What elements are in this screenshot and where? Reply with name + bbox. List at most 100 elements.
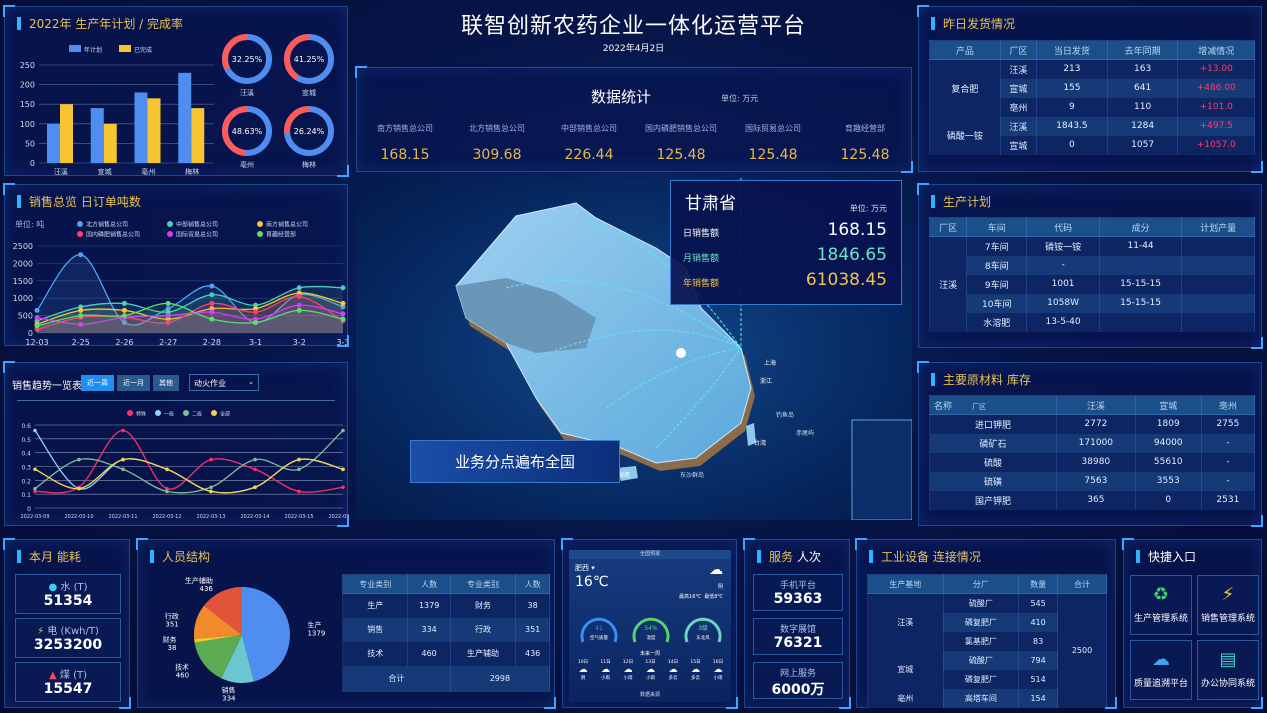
table-cell: 磷复肥厂 xyxy=(942,612,1020,632)
data-point xyxy=(165,306,171,312)
gauge-label: 东北风 xyxy=(696,634,710,641)
table-cell xyxy=(1181,255,1255,275)
forecast-day: 11日 ☁ 小雨 xyxy=(596,659,616,681)
quick-link-0[interactable]: ♻ 生产管理系统 xyxy=(1130,575,1192,635)
production-title: 生产计划 xyxy=(943,195,992,209)
x-tick-label: 2022-03-09 xyxy=(20,514,49,520)
legend-marker xyxy=(77,221,83,227)
data-point xyxy=(165,309,171,315)
column-header: 数量 xyxy=(1018,574,1059,594)
table-row: 亳州 9 110 +101.0 xyxy=(930,97,1255,117)
pie-label-name: 技术 xyxy=(175,663,189,672)
btn-week[interactable]: 近一周 xyxy=(81,375,114,391)
x-tick-label: 3-2 xyxy=(293,338,306,347)
x-tick-label: 宣城 xyxy=(98,167,112,175)
column-header: 亳州 xyxy=(1200,395,1256,415)
data-point xyxy=(341,467,345,472)
panel-title: 生产计划 xyxy=(931,193,991,210)
table-cell: 154 xyxy=(1018,688,1059,708)
weather-condition: 阴 xyxy=(717,584,723,590)
table-cell: 销售 xyxy=(341,617,409,642)
sales-panel: 销售总览 日订单吨数 单位: 吨 0 500 1000 1500 2000 2500 12-… xyxy=(3,183,349,347)
table-cell: 1058W xyxy=(1026,293,1100,313)
btn-month[interactable]: 近一月 xyxy=(117,375,150,391)
bar-年计划 xyxy=(90,108,104,163)
table-cell: 氯基肥厂 xyxy=(942,631,1020,651)
table-cell: 2998 xyxy=(449,665,551,692)
forecast-date: 12日 xyxy=(622,660,634,665)
donut-label: 亳州 xyxy=(240,160,254,169)
x-tick-label: 梅林 xyxy=(185,167,199,175)
y-tick-label: 0 xyxy=(27,506,31,513)
data-point xyxy=(297,467,301,472)
forecast-cond: 小雨 xyxy=(646,676,655,681)
table-row: 磷复肥厂 514 xyxy=(868,669,1107,689)
location-select[interactable]: 肥西 ▾ xyxy=(575,564,595,572)
column-header: 厂区 xyxy=(999,40,1038,60)
table-cell: 汪溪 xyxy=(928,236,968,332)
y-tick-label: 1500 xyxy=(13,277,33,286)
cloud-icon: ☁ xyxy=(691,665,700,675)
page-date: 2022年4月2日 xyxy=(602,44,665,54)
pie-slice-行政 xyxy=(194,605,242,639)
service-title-a: 服务 xyxy=(769,550,794,564)
quick-link-1[interactable]: ⚡ 销售管理系统 xyxy=(1197,575,1259,635)
type-select[interactable]: 动火作业 ⌄ xyxy=(189,374,259,391)
table-cell: +13.00 xyxy=(1177,59,1255,79)
table-row: 硫酸 38980 55610- xyxy=(929,452,1256,472)
series-area xyxy=(37,254,343,333)
map-area[interactable]: 上海 浙江 台湾 海南 钓鱼岛 赤尾屿 东沙群岛 业务分点遍布全国 甘肃省 单位… xyxy=(356,178,912,520)
data-point xyxy=(253,320,259,326)
table-cell: 汪溪 xyxy=(999,59,1038,79)
table-cell: 1379 xyxy=(407,593,451,618)
y-tick-label: 500 xyxy=(18,312,33,321)
data-point xyxy=(253,485,257,490)
forecast-day: 12日 ☁ 小雨 xyxy=(618,659,638,681)
table-cell xyxy=(1181,274,1255,294)
forecast-cond: 阴 xyxy=(580,676,586,681)
temperature: 16℃ xyxy=(575,574,609,590)
table-cell: 磷矿石 xyxy=(929,433,1057,453)
forecast-cond: 小雨 xyxy=(623,676,633,681)
quick-label: 生产管理系统 xyxy=(1133,614,1188,624)
select-value: 动火作业 xyxy=(194,379,226,388)
table-cell: 水溶肥 xyxy=(966,312,1028,332)
cloud-icon: ☁ xyxy=(601,665,610,675)
forecast-date: 11日 xyxy=(600,660,611,665)
quick-link-2[interactable]: ☁ 质量追溯平台 xyxy=(1130,640,1192,700)
table-row: 宣城 0 1057 +1057.0 xyxy=(930,135,1255,155)
stat-item: 中部销售总公司 226.44 xyxy=(543,123,635,163)
donut-progress xyxy=(284,34,334,84)
service-value: 59363 xyxy=(773,591,823,607)
province-popup: 甘肃省 单位: 万元 日销售额 168.15 月销售额 1846.65 年销售额 6103… xyxy=(670,180,902,305)
legend-label: 一级 xyxy=(164,411,174,418)
data-point xyxy=(341,428,345,433)
quick-link-3[interactable]: ▤ 办公协同系统 xyxy=(1197,640,1259,700)
popup-unit: 单位: 万元 xyxy=(849,204,887,213)
data-point xyxy=(340,300,346,306)
popup-label: 日销售额 xyxy=(683,229,720,239)
y-tick-label: 2000 xyxy=(13,259,33,268)
cloud-icon: ☁ xyxy=(646,665,655,675)
table-cell: 436 xyxy=(515,641,550,666)
table-cell: 55610 xyxy=(1134,452,1202,472)
pie-label-value: 1379 xyxy=(307,630,325,638)
y-tick-label: 0 xyxy=(28,329,33,338)
column-header: 宣城 xyxy=(1134,395,1202,415)
table-cell: 8车间 xyxy=(966,255,1028,275)
divider xyxy=(17,400,335,401)
legend-marker xyxy=(155,410,161,416)
materials-panel: 主要原材料 库存 名称 厂区 汪溪 宣城 亳州 进口钾肥 2772 1809 2755 磷矿石 17… xyxy=(917,361,1263,527)
table-cell: 38980 xyxy=(1055,452,1136,472)
service-item: 手机平台 59363 xyxy=(753,574,843,611)
series-area xyxy=(37,296,343,333)
table-cell: 15-15-15 xyxy=(1098,293,1183,313)
column-header: 产品 xyxy=(929,40,1001,60)
column-header-name: 名称 厂区 xyxy=(929,395,1057,415)
column-header: 专业类别 xyxy=(449,574,517,594)
btn-other[interactable]: 其他 xyxy=(153,375,179,391)
table-cell: - xyxy=(1026,255,1100,275)
donut-label: 汪溪 xyxy=(240,88,254,97)
